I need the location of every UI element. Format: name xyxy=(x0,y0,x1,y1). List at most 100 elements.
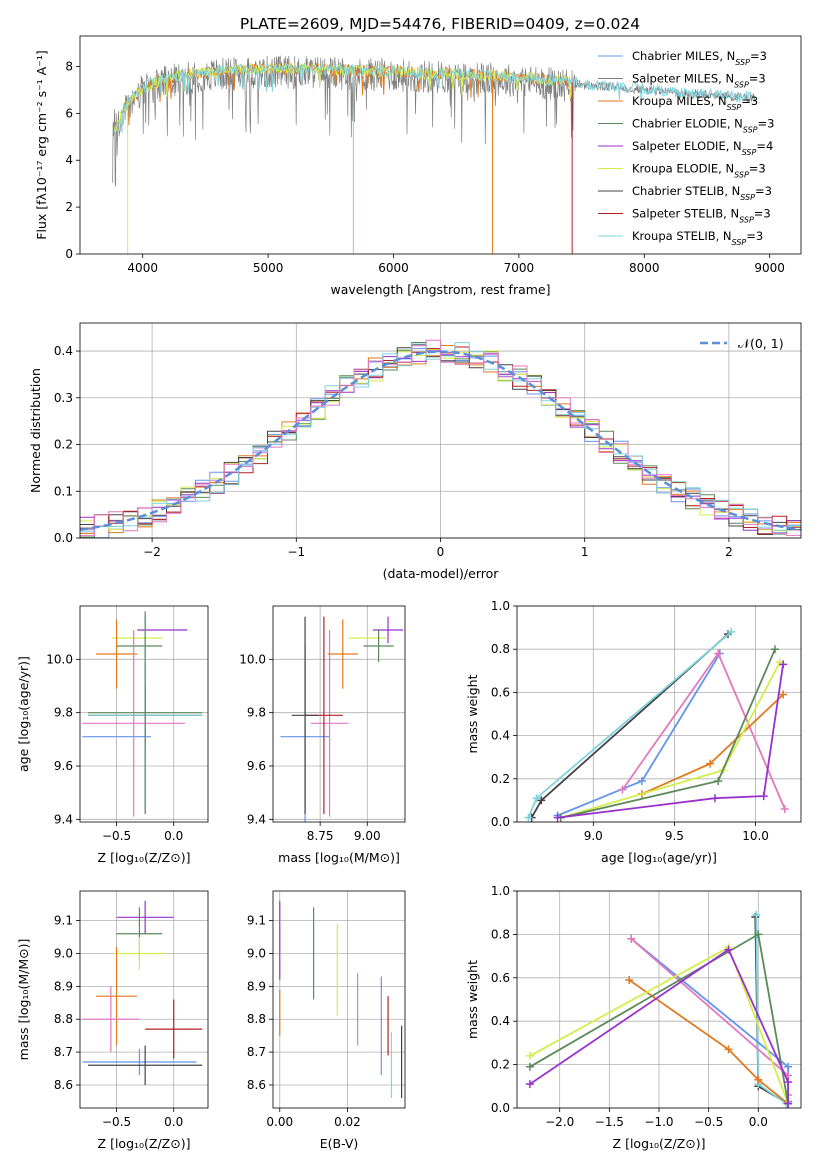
x-tick-label: −0.5 xyxy=(102,829,131,843)
x-axis-label: Z [log₁₀(Z/Z⊙)] xyxy=(98,1136,191,1151)
x-tick-label: −1.0 xyxy=(644,1115,673,1129)
x-axis-label: wavelength [Angstrom, rest frame] xyxy=(330,282,550,297)
series-marker xyxy=(532,794,541,803)
legend-label: Salpeter ELODIE, NSSP=4 xyxy=(632,139,773,157)
series-marker xyxy=(771,645,780,654)
plot-area xyxy=(279,900,403,1099)
series-marker xyxy=(525,1080,534,1089)
y-axis-label: Flux [fλ10⁻¹⁷ erg cm⁻² s⁻¹ A⁻¹] xyxy=(34,50,49,239)
plot-area xyxy=(80,339,801,538)
y-tick-label: 0.8 xyxy=(491,927,510,941)
x-tick-label: −2.0 xyxy=(545,1115,574,1129)
y-tick-label: 8.8 xyxy=(247,1012,266,1026)
series-marker xyxy=(714,649,723,658)
errorbar-point xyxy=(363,630,394,662)
chart-spectrum: 4000 5000 6000 7000 8000 9000 0 2 4 6 8 wavelength … xyxy=(34,35,802,297)
x-tick-label: 6000 xyxy=(378,261,409,275)
y-tick-label: 9.8 xyxy=(247,706,266,720)
x-tick-label: 2 xyxy=(725,545,733,559)
legend-label: 𝒩(0, 1) xyxy=(738,336,784,351)
series-marker xyxy=(553,813,562,822)
x-axis-label: (data-model)/error xyxy=(383,566,500,581)
y-tick-label: 0.2 xyxy=(54,438,73,452)
series-marker xyxy=(754,1075,763,1084)
legend-label: Salpeter MILES, NSSP=3 xyxy=(632,72,766,90)
series-marker xyxy=(727,627,736,636)
series-marker xyxy=(706,759,715,768)
spectrum-model-kroupa-stelib xyxy=(113,63,755,133)
errorbar-point xyxy=(96,946,138,1046)
axes-frame xyxy=(516,605,802,823)
errorbar-point xyxy=(88,1045,203,1085)
x-axis-label: mass [log₁₀(M/M⊙)] xyxy=(278,850,400,865)
y-tick-label: 4 xyxy=(65,153,73,167)
series-marker xyxy=(537,796,546,805)
x-tick-label: 5000 xyxy=(253,261,284,275)
y-tick-label: 0.3 xyxy=(54,391,73,405)
legend-label: Salpeter STELIB, NSSP=3 xyxy=(632,207,771,225)
series-marker xyxy=(779,660,788,669)
y-tick-label: 0.0 xyxy=(54,531,73,545)
axes-frame xyxy=(79,35,802,255)
errorbar-point xyxy=(291,616,319,814)
legend-label: Chabrier MILES, NSSP=3 xyxy=(632,49,767,67)
y-axis-label: mass weight xyxy=(465,960,480,1039)
axes-frame xyxy=(79,890,209,1109)
errorbar-point xyxy=(96,619,138,689)
y-axis-label: mass [log₁₀(M/M⊙)] xyxy=(16,939,31,1061)
y-tick-label: 8.9 xyxy=(54,979,73,993)
y-tick-label: 9.1 xyxy=(54,914,73,928)
x-tick-label: 0.0 xyxy=(164,829,183,843)
x-tick-label: 8000 xyxy=(629,261,660,275)
chart-mass-vs-EBV: 0.00 0.02 8.6 8.7 8.8 8.9 9.0 9.1 E(B-V) xyxy=(247,890,406,1151)
y-tick-label: 8.7 xyxy=(247,1045,266,1059)
y-tick-label: 0.4 xyxy=(491,1014,510,1028)
errorbar-point xyxy=(145,999,203,1059)
series-marker xyxy=(754,930,763,939)
y-tick-label: 9.8 xyxy=(54,706,73,720)
y-tick-label: 0.6 xyxy=(491,971,510,985)
x-tick-label: 9.00 xyxy=(354,829,381,843)
y-axis-label: Normed distribution xyxy=(28,368,43,493)
y-tick-label: 2 xyxy=(65,200,73,214)
spectrum-data xyxy=(112,55,755,187)
series-marker xyxy=(759,792,768,801)
plot-area xyxy=(82,611,203,817)
x-tick-label: 4000 xyxy=(127,261,158,275)
series-marker xyxy=(780,805,789,814)
errorbar-point xyxy=(372,616,404,644)
x-tick-label: −0.5 xyxy=(694,1115,723,1129)
y-axis-label: mass weight xyxy=(465,674,480,753)
errorbar-point xyxy=(114,937,165,970)
series-marker xyxy=(618,785,627,794)
series-marker xyxy=(714,776,723,785)
chart-residuals: −2 −1 0 1 2 0.0 0.1 0.2 0.3 0.4 (data-model)/error… xyxy=(28,322,802,581)
errorbar-point xyxy=(82,1048,197,1076)
x-tick-label: −0.5 xyxy=(102,1115,131,1129)
errorbar-point xyxy=(82,986,140,1053)
chart-mass-vs-Z: −0.5 0.0 8.6 8.7 8.8 8.9 9.0 9.1 Z [log₁₀(Z/Z⊙)]… xyxy=(16,890,209,1151)
y-tick-label: 8 xyxy=(65,59,73,73)
y-tick-label: 8.6 xyxy=(54,1078,73,1092)
plot-area xyxy=(112,55,755,254)
errorbar-point xyxy=(82,630,186,817)
legend-label: Kroupa STELIB, NSSP=3 xyxy=(632,229,763,247)
chart-age-vs-mass: 8.75 9.00 9.4 9.6 9.8 10.0 mass [log₁₀(M/M⊙)] xyxy=(239,605,406,865)
errorbar-point xyxy=(327,619,358,689)
y-tick-label: 10.0 xyxy=(46,652,73,666)
series-line xyxy=(527,631,732,819)
x-tick-label: −2 xyxy=(143,545,161,559)
series-line xyxy=(557,653,721,817)
plot-area xyxy=(82,900,203,1085)
x-tick-label: 0.00 xyxy=(266,1115,293,1129)
series-marker xyxy=(524,813,533,822)
y-tick-label: 0.6 xyxy=(491,685,510,699)
series-marker xyxy=(784,1062,793,1071)
y-tick-label: 1.0 xyxy=(491,884,510,898)
axes-frame xyxy=(79,605,209,823)
x-tick-label: 9000 xyxy=(754,261,785,275)
series-marker xyxy=(724,945,733,954)
y-tick-label: 8.7 xyxy=(54,1045,73,1059)
series-line xyxy=(529,948,789,1104)
